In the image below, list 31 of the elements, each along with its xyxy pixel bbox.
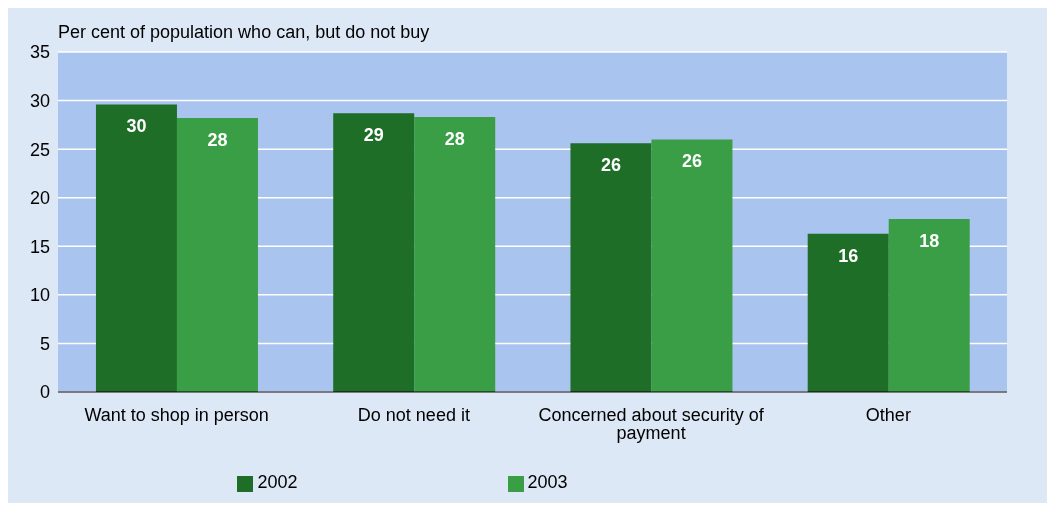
x-tick-label: Concerned about security of payment <box>538 404 765 443</box>
data-label: 18 <box>919 231 940 252</box>
data-label: 29 <box>363 125 384 146</box>
x-tick-label: Do not need it <box>357 404 470 425</box>
bar <box>651 139 733 392</box>
data-label: 30 <box>126 116 147 137</box>
data-label: 16 <box>838 245 859 266</box>
bar <box>570 143 652 392</box>
bar <box>807 233 889 392</box>
bar <box>176 118 258 392</box>
legend-label: 2003 <box>527 472 568 492</box>
data-label: 28 <box>207 130 228 151</box>
data-label: 26 <box>681 151 702 172</box>
y-tick-label: 25 <box>29 139 50 160</box>
y-tick-label: 30 <box>29 90 50 111</box>
data-label: 26 <box>600 155 621 176</box>
y-tick-label: 20 <box>29 188 50 209</box>
y-tick-label: 10 <box>29 285 50 306</box>
x-tick-label: Want to shop in person <box>84 404 269 425</box>
y-tick-label: 35 <box>29 42 50 63</box>
legend-label: 2002 <box>257 472 298 492</box>
bar <box>888 219 970 392</box>
data-label: 28 <box>444 129 465 150</box>
y-tick-label: 0 <box>39 382 50 403</box>
bar <box>333 113 415 392</box>
x-tick-label: Other <box>865 404 911 425</box>
bar <box>95 104 177 392</box>
y-tick-label: 5 <box>39 333 50 354</box>
y-tick-label: 15 <box>29 236 50 257</box>
y-axis-title: Per cent of population who can, but do not buy <box>58 22 430 43</box>
bar <box>414 117 496 392</box>
